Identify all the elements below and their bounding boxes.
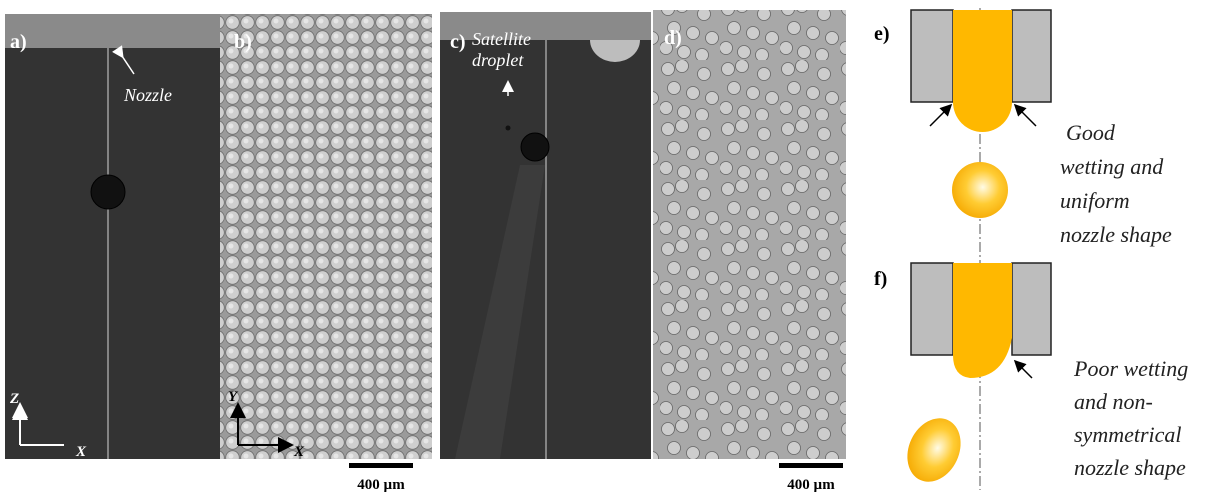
droplet — [520, 132, 550, 162]
droplet — [952, 162, 1008, 218]
liquid — [953, 263, 1012, 378]
panel-label: e) — [874, 23, 890, 45]
annotation: droplet — [472, 50, 524, 70]
panel-label: f) — [874, 268, 887, 290]
scale-label: 400 µm — [357, 477, 405, 493]
scale-label: 400 µm — [787, 477, 835, 493]
axis-label: X — [293, 444, 305, 460]
arrow — [1013, 103, 1037, 127]
annotation: Satellite — [472, 29, 531, 49]
arrow — [929, 103, 953, 127]
arrow — [1013, 359, 1033, 379]
scale-bar — [349, 463, 413, 468]
jet-shadow — [455, 165, 545, 459]
nozzle-wall — [910, 262, 954, 356]
caption: symmetrical — [1074, 422, 1182, 447]
panel-c: c) Satellite droplet — [440, 12, 651, 459]
nozzle-wall — [1011, 9, 1052, 103]
nozzle-region — [440, 12, 651, 40]
panel-d: d) 400 µm — [653, 10, 846, 493]
image — [220, 14, 432, 459]
axis-label: Y — [228, 389, 239, 405]
panel-label: c) — [450, 31, 466, 53]
droplet — [90, 174, 126, 210]
axis-label: X — [75, 444, 87, 460]
panel-label: b) — [234, 31, 252, 53]
nozzle-tip — [590, 40, 640, 62]
caption: and non- — [1074, 389, 1153, 414]
panel-b: b) Y X 400 µm — [220, 14, 432, 493]
caption: wetting and — [1060, 154, 1164, 179]
caption: nozzle shape — [1060, 222, 1172, 247]
axis-label: Z — [9, 391, 19, 407]
panel-a: a) Nozzle Z X — [5, 14, 220, 460]
image — [653, 10, 846, 459]
panel-label: d) — [664, 27, 682, 49]
caption: nozzle shape — [1074, 455, 1186, 480]
nozzle-region — [5, 14, 220, 48]
caption: Good — [1066, 120, 1116, 145]
nozzle-wall — [1011, 262, 1052, 356]
panel-e: e) Good wetting and uniform nozzle shape — [874, 9, 1172, 247]
panel-label: a) — [10, 31, 27, 53]
caption: Poor wetting — [1073, 356, 1188, 381]
nozzle-wall — [910, 9, 954, 103]
scale-bar — [779, 463, 843, 468]
droplet — [907, 418, 961, 482]
liquid — [953, 10, 1012, 132]
satellite-droplet — [505, 125, 511, 131]
image — [5, 14, 220, 459]
annotation: Nozzle — [123, 85, 172, 105]
panel-f: f) Poor wetting and non- symmetrical noz… — [874, 262, 1188, 482]
arrow — [112, 45, 135, 75]
caption: uniform — [1060, 188, 1130, 213]
